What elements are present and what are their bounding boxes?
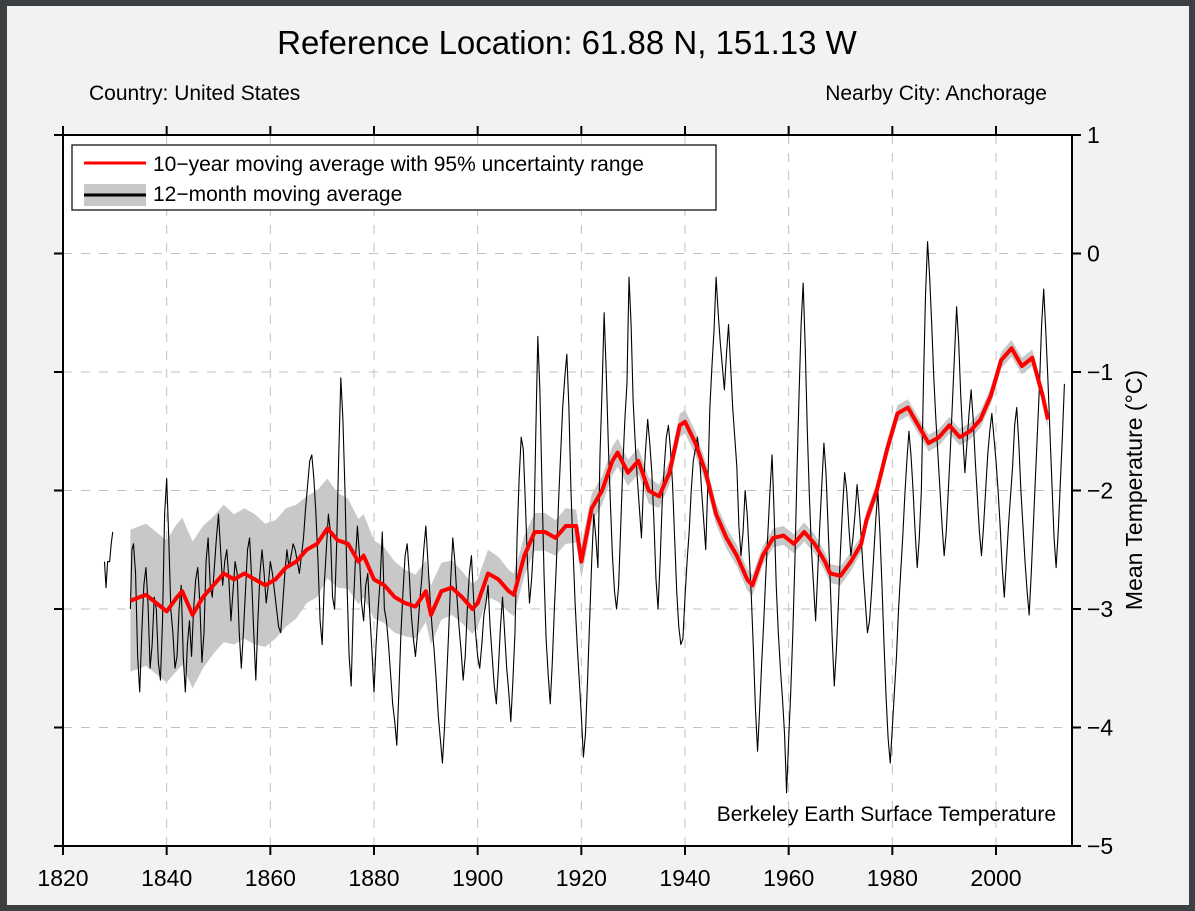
x-tick-label: 1980 [867,865,918,891]
x-tick-label: 2000 [970,865,1021,891]
chart-title: Reference Location: 61.88 N, 151.13 W [277,24,857,61]
x-tick-label: 1920 [556,865,607,891]
x-tick-label: 1860 [245,865,296,891]
legend: 10−year moving average with 95% uncertai… [71,144,717,211]
x-tick-label: 1940 [659,865,710,891]
ten-year-line [129,346,1050,617]
y-tick-label: −2 [1087,478,1113,504]
x-tick-label: 1840 [141,865,192,891]
y-tick-label: −3 [1087,596,1113,622]
source-annotation: Berkeley Earth Surface Temperature [717,803,1056,826]
nearby-city-label: Nearby City: Anchorage [825,82,1047,105]
x-tick-label: 1880 [348,865,399,891]
y-tick-label: 0 [1087,241,1100,267]
y-tick-label: −5 [1087,833,1113,859]
y-tick-label: −4 [1087,715,1113,741]
x-tick-label: 1900 [452,865,503,891]
y-tick-label: −1 [1087,359,1113,385]
y-tick-label: 1 [1087,122,1100,148]
y-axis-label: Mean Temperature (°C) [1121,370,1147,610]
country-label: Country: United States [89,82,301,105]
x-tick-label: 1960 [763,865,814,891]
x-axis-ticks: 1820 1840 1860 1880 1900 1920 1940 1960 1980 2000 [37,126,1022,891]
ten-year-series-group [129,346,1050,617]
twelve-month-line [103,531,114,589]
x-tick-label: 1820 [37,865,88,891]
legend-box [71,144,717,211]
legend-label-ten-year: 10−year moving average with 95% uncertai… [153,153,644,176]
y-axis-ticks: 1 0 −1 −2 −3 −4 −5 [54,122,1113,859]
legend-label-twelve-month: 12−month moving average [153,183,402,206]
